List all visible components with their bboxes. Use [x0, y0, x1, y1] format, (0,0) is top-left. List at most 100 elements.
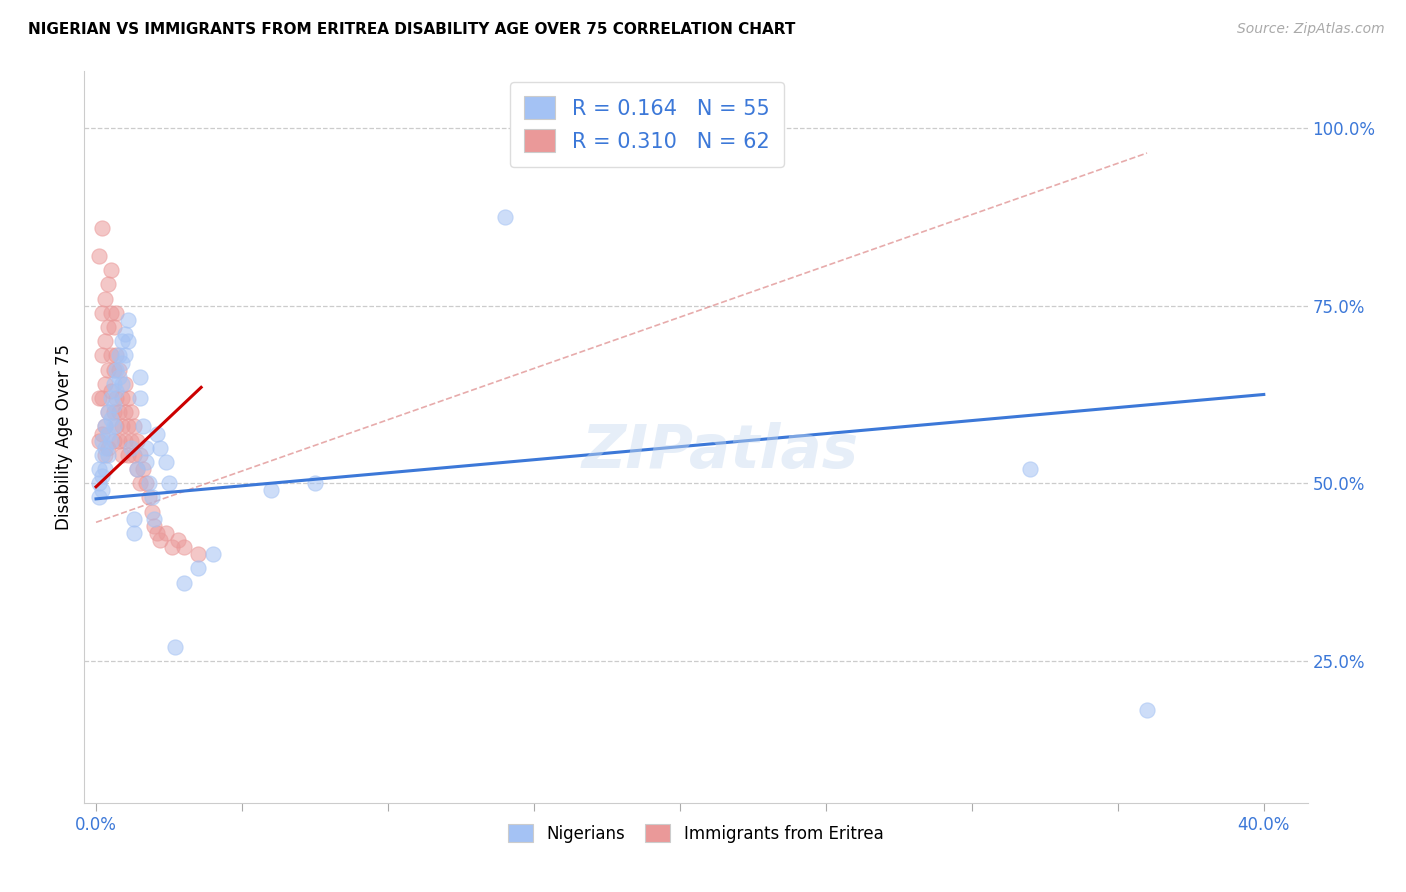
Y-axis label: Disability Age Over 75: Disability Age Over 75 [55, 344, 73, 530]
Point [146, 525, 169, 540]
Point [146, 426, 169, 441]
Point [108, 362, 131, 376]
Point [105, 419, 128, 434]
Point [114, 327, 136, 342]
Point [94, 419, 117, 434]
Point [141, 491, 163, 505]
Point [94, 462, 117, 476]
Point [122, 448, 145, 462]
Point [160, 540, 183, 554]
Point [105, 391, 128, 405]
Point [87, 249, 110, 263]
Point [100, 434, 122, 448]
Point [122, 512, 145, 526]
Point [105, 384, 128, 398]
Point [87, 462, 110, 476]
Point [143, 512, 166, 526]
Point [103, 362, 125, 376]
Point [120, 405, 142, 419]
Point [103, 398, 125, 412]
Point [103, 434, 125, 448]
Point [94, 292, 117, 306]
Text: Source: ZipAtlas.com: Source: ZipAtlas.com [1237, 22, 1385, 37]
Point [138, 491, 160, 505]
Point [94, 419, 117, 434]
Point [97, 441, 120, 455]
Point [87, 391, 110, 405]
Point [122, 525, 145, 540]
Point [97, 320, 120, 334]
Point [108, 405, 131, 419]
Point [90, 426, 112, 441]
Point [157, 476, 180, 491]
Point [304, 476, 326, 491]
Point [111, 448, 134, 462]
Text: ZIPatlas: ZIPatlas [582, 422, 859, 481]
Point [1136, 704, 1159, 718]
Point [117, 419, 139, 434]
Point [128, 369, 150, 384]
Point [97, 405, 120, 419]
Point [125, 434, 148, 448]
Point [105, 306, 128, 320]
Point [90, 448, 112, 462]
Point [122, 419, 145, 434]
Point [135, 441, 157, 455]
Point [117, 313, 139, 327]
Point [108, 434, 131, 448]
Point [90, 483, 112, 498]
Point [173, 540, 195, 554]
Point [135, 476, 157, 491]
Point [90, 306, 112, 320]
Point [100, 263, 122, 277]
Point [201, 547, 224, 561]
Point [149, 441, 172, 455]
Point [108, 348, 131, 362]
Point [97, 277, 120, 292]
Point [166, 533, 188, 547]
Point [90, 469, 112, 483]
Point [90, 391, 112, 405]
Point [125, 462, 148, 476]
Point [111, 355, 134, 369]
Point [155, 455, 177, 469]
Point [117, 334, 139, 349]
Point [143, 519, 166, 533]
Point [138, 476, 160, 491]
Point [90, 434, 112, 448]
Point [111, 391, 134, 405]
Point [114, 405, 136, 419]
Point [97, 362, 120, 376]
Point [111, 419, 134, 434]
Point [97, 405, 120, 419]
Point [120, 441, 142, 455]
Point [132, 419, 155, 434]
Point [100, 384, 122, 398]
Point [125, 462, 148, 476]
Point [108, 369, 131, 384]
Point [155, 525, 177, 540]
Point [135, 455, 157, 469]
Point [105, 362, 128, 376]
Point [94, 448, 117, 462]
Text: NIGERIAN VS IMMIGRANTS FROM ERITREA DISABILITY AGE OVER 75 CORRELATION CHART: NIGERIAN VS IMMIGRANTS FROM ERITREA DISA… [28, 22, 796, 37]
Point [128, 448, 150, 462]
Point [103, 376, 125, 391]
Point [103, 320, 125, 334]
Point [103, 405, 125, 419]
Point [87, 491, 110, 505]
Point [117, 391, 139, 405]
Point [111, 376, 134, 391]
Point [94, 441, 117, 455]
Point [100, 348, 122, 362]
Point [94, 376, 117, 391]
Point [1019, 462, 1042, 476]
Point [187, 547, 209, 561]
Point [100, 306, 122, 320]
Point [114, 434, 136, 448]
Point [114, 348, 136, 362]
Point [149, 533, 172, 547]
Point [128, 391, 150, 405]
Point [117, 448, 139, 462]
Point [97, 426, 120, 441]
